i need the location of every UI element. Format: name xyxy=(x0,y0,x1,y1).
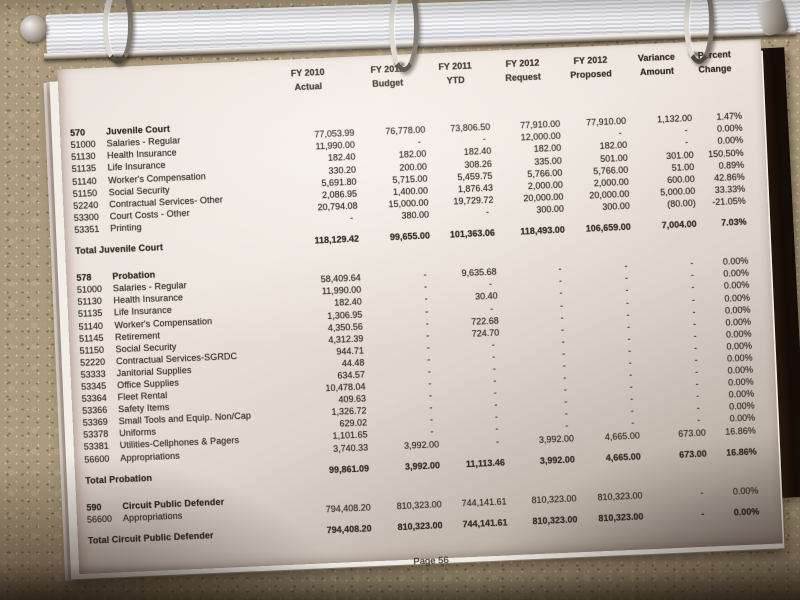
total-value-cell: 118,493.00 xyxy=(520,224,566,237)
header-spacer xyxy=(69,99,105,101)
total-value-cell: 673.00 xyxy=(678,448,707,460)
total-value-cell: 810,323.00 xyxy=(532,514,578,527)
value-cell: 4,665.00 xyxy=(604,430,641,442)
column-header: Request xyxy=(505,71,542,84)
account-code: 56600 xyxy=(86,513,113,525)
value-cell: 3,740.33 xyxy=(332,441,369,454)
binder-mechanism-endcap-icon xyxy=(20,15,47,42)
column-header: FY 2012 xyxy=(505,57,540,70)
budget-table: FY 2010 FY 2011 FY 2011 FY 2012 FY 2012 Varia… xyxy=(57,39,782,574)
total-value-cell: 0.00% xyxy=(733,506,760,518)
value-cell: 300.00 xyxy=(536,203,565,215)
document-page: FY 2010 FY 2011 FY 2011 FY 2012 FY 2012 Varia… xyxy=(57,38,783,575)
total-value-cell: 3,992.00 xyxy=(539,454,576,466)
value-cell: 810,323.00 xyxy=(597,490,643,503)
value-cell: 16.86% xyxy=(724,425,756,437)
total-label: Total Probation xyxy=(85,472,153,486)
header-spacer xyxy=(68,85,104,87)
value-cell: 0.00% xyxy=(732,485,759,497)
value-cell: 380.00 xyxy=(401,209,430,221)
value-cell: 810,323.00 xyxy=(396,499,442,512)
value-cell: - xyxy=(485,206,490,217)
value-cell: 300.00 xyxy=(602,200,631,212)
total-value-cell: 810,323.00 xyxy=(397,520,443,533)
total-value-cell: 99,655.00 xyxy=(389,230,431,243)
column-header: Amount xyxy=(639,65,675,78)
page-number: Page 56 xyxy=(413,554,450,568)
total-value-cell: 810,323.00 xyxy=(598,511,644,524)
total-label: Total Juvenile Court xyxy=(75,242,164,257)
total-value-cell: 106,659.00 xyxy=(585,221,631,234)
total-label: Total Circuit Public Defender xyxy=(87,530,214,546)
value-cell: 744,141.61 xyxy=(461,496,507,509)
total-value-cell: 7,004.00 xyxy=(661,218,697,231)
column-header: Change xyxy=(698,63,732,75)
total-value-cell: 3,992.00 xyxy=(404,459,441,472)
value-cell: -21.05% xyxy=(711,195,746,208)
total-value-cell: 11,113.46 xyxy=(465,457,506,469)
value-cell: - xyxy=(495,436,500,447)
column-header: FY 2012 xyxy=(573,54,608,67)
total-value-cell: 4,665.00 xyxy=(605,451,641,463)
value-cell: - xyxy=(349,212,354,223)
value-cell: 810,323.00 xyxy=(531,493,577,506)
total-value-cell: 7.03% xyxy=(720,216,747,228)
column-header: FY 2010 xyxy=(290,66,325,79)
header-spacer xyxy=(105,92,265,99)
column-header: Budget xyxy=(372,77,404,89)
value-cell: 3,992.00 xyxy=(403,438,440,451)
column-header: Proposed xyxy=(570,68,612,81)
value-cell: 3,992.00 xyxy=(538,432,575,445)
total-value-cell: 99,861.09 xyxy=(328,463,370,475)
total-value-cell: 101,363.06 xyxy=(449,227,496,240)
column-header: YTD xyxy=(446,74,465,86)
total-value-cell: - xyxy=(701,508,705,519)
total-value-cell: 16.86% xyxy=(725,446,757,458)
account-code: 53351 xyxy=(74,223,100,235)
account-code: 56600 xyxy=(84,453,110,465)
total-value-cell: 744,141.61 xyxy=(462,517,508,530)
value-cell: - xyxy=(700,487,704,498)
column-header: Variance xyxy=(637,51,676,64)
value-cell: (80.00) xyxy=(667,197,696,210)
column-header: Actual xyxy=(294,81,323,93)
total-value-cell: 794,408.20 xyxy=(326,523,372,536)
value-cell: 794,408.20 xyxy=(325,502,371,515)
value-cell: 673.00 xyxy=(678,427,706,439)
column-header: FY 2011 xyxy=(438,60,472,72)
total-value-cell: 118,129.42 xyxy=(314,233,360,246)
